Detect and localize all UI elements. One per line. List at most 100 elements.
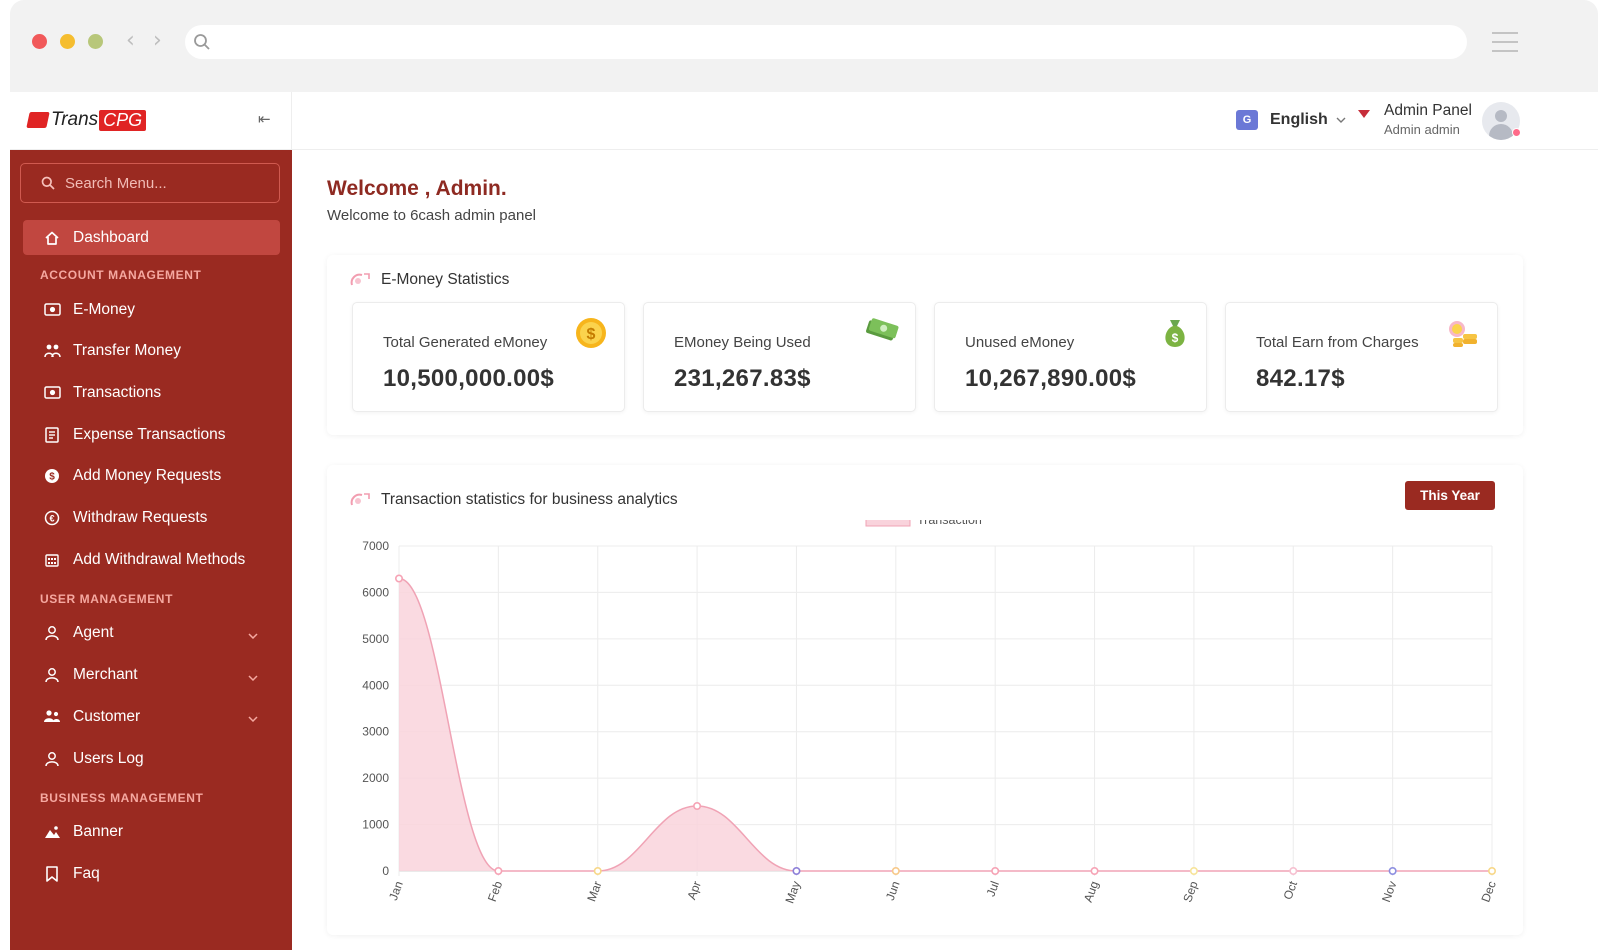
stat-card-label: EMoney Being Used: [674, 334, 811, 351]
chevron-down-icon: [1336, 117, 1346, 123]
sidebar-item-users-log[interactable]: Users Log: [23, 741, 280, 776]
data-point-oct: [1289, 866, 1298, 875]
back-arrow-icon[interactable]: ‹: [126, 28, 135, 53]
sidebar-item-transfer-money[interactable]: Transfer Money: [23, 334, 280, 369]
sidebar-item-label: Add Money Requests: [73, 467, 222, 485]
stat-card-value: 10,267,890.00$: [965, 365, 1137, 392]
y-tick-label: 2000: [362, 771, 389, 785]
maximize-window-button[interactable]: [88, 34, 103, 49]
transfer-icon: [43, 342, 61, 360]
stat-card-value: 231,267.83$: [674, 365, 811, 392]
sidebar-item-merchant[interactable]: Merchant: [23, 658, 280, 693]
coins-icon: [1445, 316, 1481, 355]
caret-down-icon[interactable]: [1358, 110, 1370, 118]
main-content: Welcome , Admin. Welcome to 6cash admin …: [292, 150, 1598, 950]
x-tick-label: Sep: [1180, 879, 1201, 904]
stats-icon: [350, 273, 370, 286]
bank-icon: [43, 551, 61, 569]
address-bar[interactable]: [185, 25, 1467, 59]
data-point-feb: [494, 866, 503, 875]
stat-card-emoney-being-used: EMoney Being Used 231,267.83$: [643, 302, 916, 412]
chevron-down-icon[interactable]: [248, 709, 258, 727]
sidebar-item-customer[interactable]: Customer: [23, 699, 280, 734]
x-tick-label: Jun: [883, 879, 903, 902]
emoney-statistics-panel: E-Money Statistics Total Generated eMone…: [327, 255, 1523, 435]
sidebar-item-transactions[interactable]: Transactions: [23, 375, 280, 410]
language-selector[interactable]: G English: [1236, 110, 1346, 130]
sidebar-item-dashboard[interactable]: Dashboard: [23, 220, 280, 255]
data-point-mar: [593, 866, 602, 875]
search-icon: [194, 34, 210, 50]
x-tick-label: Jul: [984, 879, 1002, 898]
sidebar-item-label: Customer: [73, 707, 141, 725]
minimize-window-button[interactable]: [60, 34, 75, 49]
logo[interactable]: Trans CPG: [26, 109, 147, 131]
area-line-transaction: [398, 577, 1492, 872]
sidebar-item-withdraw-requests[interactable]: € Withdraw Requests: [23, 501, 280, 536]
sidebar-section-title: ACCOUNT MANAGEMENT: [40, 268, 202, 282]
collapse-sidebar-icon[interactable]: ⇤: [258, 110, 271, 128]
x-tick-label: Feb: [485, 879, 505, 904]
sidebar-item-label: Add Withdrawal Methods: [73, 550, 246, 568]
data-point-may: [792, 866, 801, 875]
logo-mark-icon: [26, 112, 50, 128]
browser-menu-icon[interactable]: [1492, 32, 1518, 59]
y-tick-label: 7000: [362, 539, 389, 553]
browser-window: ‹ › Trans CPG ⇤ Dashboard ACCOUNT MANA: [10, 0, 1598, 950]
sidebar-item-banner[interactable]: Banner: [23, 815, 280, 850]
sidebar-item-agent[interactable]: Agent: [23, 616, 280, 651]
search-menu-input[interactable]: [65, 174, 265, 192]
withdraw-icon: €: [43, 509, 61, 527]
this-year-filter-button[interactable]: This Year: [1405, 481, 1495, 510]
sidebar-section-title: USER MANAGEMENT: [40, 591, 174, 606]
chevron-down-icon[interactable]: [248, 626, 258, 644]
sidebar-item-add-money-requests[interactable]: $ Add Money Requests: [23, 459, 280, 494]
sidebar-item-e-money[interactable]: E-Money: [23, 292, 280, 327]
sidebar-item-label: Withdraw Requests: [73, 509, 208, 526]
close-window-button[interactable]: [32, 34, 47, 49]
sidebar-item-add-withdrawal-methods[interactable]: Add Withdrawal Methods: [23, 542, 280, 577]
page-subtitle: Welcome to 6cash admin panel: [327, 207, 537, 224]
y-tick-label: 0: [382, 864, 389, 878]
y-tick-label: 6000: [362, 585, 389, 599]
transaction-statistics-header: Transaction statistics for business anal…: [349, 491, 678, 509]
y-tick-label: 4000: [362, 678, 389, 692]
stat-card-label: Total Generated eMoney: [383, 334, 548, 351]
admin-name: Admin admin: [1384, 122, 1460, 137]
admin-profile[interactable]: Admin Panel Admin admin: [1384, 102, 1472, 137]
admin-panel-title: Admin Panel: [1384, 102, 1472, 119]
sidebar-item-faq[interactable]: Faq: [23, 856, 280, 891]
sidebar-item-label: E-Money: [73, 300, 136, 318]
sidebar-item-label: Faq: [73, 864, 100, 882]
menu-search[interactable]: [20, 163, 280, 203]
sidebar-menu: Dashboard ACCOUNT MANAGEMENT E-Money Trans…: [10, 150, 292, 950]
data-point-aug: [1090, 866, 1099, 875]
svg-text:$: $: [1172, 331, 1179, 345]
top-header: G English Admin Panel Admin admin: [292, 92, 1598, 150]
forward-arrow-icon[interactable]: ›: [153, 28, 162, 53]
area-fill-transaction: [399, 578, 1492, 871]
data-point-jul: [991, 866, 1000, 875]
y-tick-label: 1000: [362, 818, 389, 832]
money-icon: [43, 301, 61, 319]
logo-text-badge: CPG: [99, 109, 147, 131]
logo-text: Trans: [51, 109, 99, 130]
money-bag-icon: $: [1160, 316, 1190, 355]
emoney-statistics-header: E-Money Statistics: [349, 271, 509, 289]
transactions-icon: [43, 384, 61, 402]
data-point-nov: [1388, 866, 1397, 875]
bookmark-icon: [43, 865, 61, 883]
stat-card-value: 10,500,000.00$: [383, 365, 555, 392]
data-point-sep: [1189, 866, 1198, 875]
sidebar-item-expense-transactions[interactable]: Expense Transactions: [23, 417, 280, 452]
image-icon: [43, 823, 61, 841]
data-point-jun: [891, 866, 900, 875]
data-point-jan: [395, 574, 404, 583]
x-tick-label: May: [782, 879, 803, 905]
chevron-down-icon[interactable]: [248, 668, 258, 686]
translate-icon: G: [1236, 110, 1258, 130]
sidebar-item-label: Users Log: [73, 749, 144, 767]
x-tick-label: Mar: [584, 879, 604, 903]
stat-card-label: Total Earn from Charges: [1256, 334, 1419, 351]
y-tick-label: 5000: [362, 632, 389, 646]
